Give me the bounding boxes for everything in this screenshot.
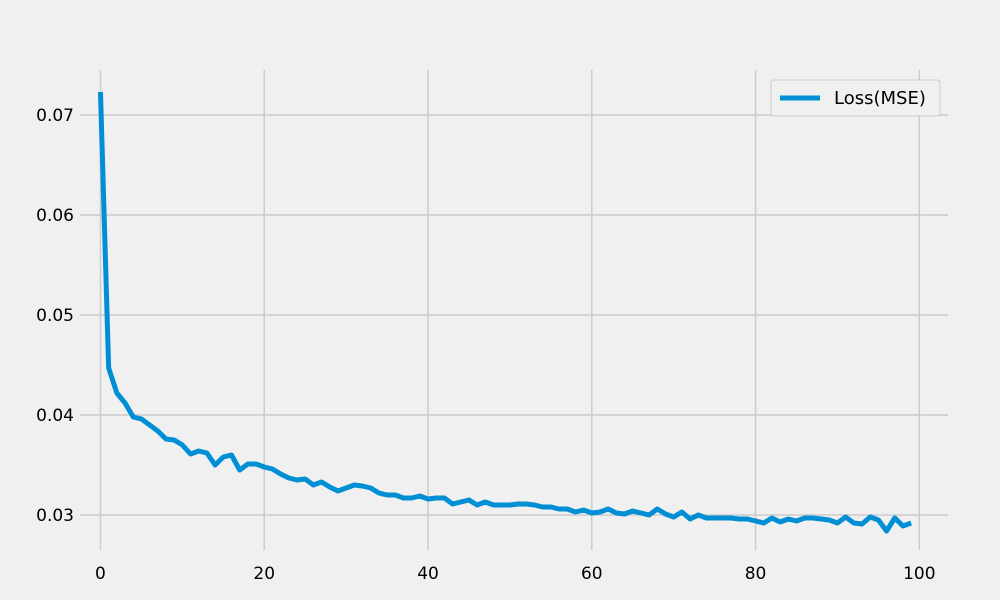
x-tick-label: 100 xyxy=(903,564,935,584)
y-tick-labels: 0.03 0.04 0.05 0.06 0.07 xyxy=(36,106,74,526)
x-tick-label: 20 xyxy=(253,564,275,584)
legend-box xyxy=(770,79,941,117)
x-tick-label: 40 xyxy=(417,564,439,584)
legend: Loss(MSE) xyxy=(770,79,941,117)
y-tick-label: 0.04 xyxy=(36,406,74,426)
y-tick-label: 0.05 xyxy=(36,306,74,326)
y-tick-label: 0.07 xyxy=(36,106,74,126)
x-tick-label: 80 xyxy=(745,564,767,584)
series-line-loss xyxy=(97,91,913,534)
y-tick-label: 0.03 xyxy=(36,506,74,526)
x-tick-label: 60 xyxy=(581,564,603,584)
x-tick-label: 0 xyxy=(95,564,106,584)
y-tick-label: 0.06 xyxy=(36,206,74,226)
series-lines xyxy=(97,91,913,534)
legend-label-loss: Loss(MSE) xyxy=(834,88,926,109)
x-tick-labels: 0 20 40 60 80 100 xyxy=(95,564,936,584)
